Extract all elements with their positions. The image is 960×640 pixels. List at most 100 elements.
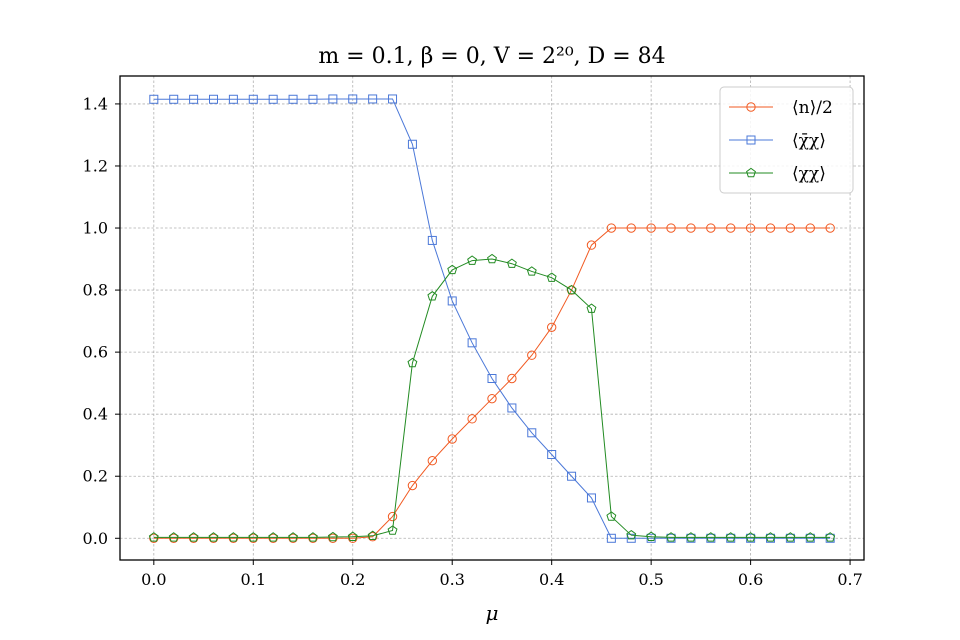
data-point bbox=[705, 532, 716, 542]
data-point bbox=[546, 272, 557, 282]
data-point bbox=[586, 493, 596, 503]
data-point bbox=[527, 428, 537, 438]
data-point bbox=[507, 403, 517, 413]
data-point bbox=[706, 223, 716, 233]
data-point bbox=[467, 338, 477, 348]
data-point bbox=[447, 434, 457, 444]
data-point bbox=[308, 532, 318, 542]
data-point bbox=[268, 94, 278, 104]
data-point bbox=[725, 532, 736, 542]
series-circle bbox=[149, 223, 835, 543]
data-point bbox=[646, 531, 657, 541]
data-point bbox=[686, 223, 696, 233]
data-point bbox=[467, 255, 478, 265]
data-point bbox=[726, 223, 736, 233]
data-point bbox=[288, 532, 299, 542]
data-point bbox=[208, 533, 219, 543]
data-point bbox=[248, 532, 259, 542]
data-point bbox=[288, 94, 298, 104]
data-point bbox=[189, 94, 199, 104]
series-line bbox=[153, 258, 831, 538]
data-point bbox=[447, 296, 457, 306]
data-point bbox=[168, 532, 179, 542]
data-point bbox=[268, 532, 279, 542]
data-point bbox=[149, 94, 159, 104]
data-point bbox=[208, 94, 218, 104]
data-point bbox=[785, 223, 796, 233]
data-point bbox=[169, 533, 179, 543]
data-point bbox=[666, 223, 676, 233]
data-point bbox=[149, 533, 159, 543]
y-tick-label: 0.4 bbox=[83, 405, 108, 424]
data-point bbox=[526, 266, 537, 276]
data-point bbox=[268, 533, 278, 543]
data-point bbox=[327, 531, 338, 542]
legend-entry: ⟨χχ⟩ bbox=[729, 164, 826, 184]
series-layer bbox=[148, 94, 836, 543]
y-tick-label: 1.2 bbox=[83, 156, 108, 175]
y-tick-label: 1.4 bbox=[83, 94, 108, 113]
x-tick-label: 0.0 bbox=[141, 570, 166, 589]
data-point bbox=[248, 94, 258, 104]
data-point bbox=[407, 139, 417, 149]
y-tick-label: 0.6 bbox=[83, 343, 108, 362]
ticks: 0.0 0.1 0.2 0.3 0.4 0.5 0.6 0.7 0.0 0.2 0.4 0.6 0.8 1… bbox=[83, 94, 863, 589]
data-point bbox=[685, 532, 696, 542]
data-point bbox=[546, 322, 557, 333]
data-point bbox=[506, 258, 517, 268]
data-point bbox=[308, 533, 318, 543]
legend-label: ⟨χ̄χ⟩ bbox=[792, 131, 826, 151]
data-point bbox=[586, 303, 597, 313]
y-tick-label: 0.0 bbox=[83, 529, 108, 548]
data-point bbox=[666, 532, 676, 542]
series-line bbox=[153, 98, 831, 539]
data-point bbox=[427, 291, 438, 301]
legend-marker bbox=[746, 135, 756, 145]
data-point bbox=[348, 533, 358, 543]
legend: ⟨n⟩/2 ⟨χ̄χ⟩ ⟨χχ⟩ bbox=[719, 86, 854, 194]
data-point bbox=[487, 253, 497, 264]
data-point bbox=[228, 94, 238, 104]
data-point bbox=[347, 531, 358, 541]
data-point bbox=[547, 450, 557, 460]
data-point bbox=[626, 529, 637, 540]
data-point bbox=[387, 511, 398, 522]
plot-frame bbox=[119, 75, 865, 561]
data-point bbox=[745, 223, 756, 233]
legend-marker bbox=[746, 167, 756, 178]
data-point bbox=[367, 530, 378, 541]
data-point bbox=[567, 471, 577, 481]
x-tick-label: 0.6 bbox=[738, 570, 763, 589]
data-point bbox=[328, 533, 338, 543]
y-tick-label: 0.8 bbox=[83, 281, 108, 300]
data-point bbox=[805, 223, 815, 233]
data-point bbox=[566, 284, 577, 295]
data-point bbox=[169, 94, 179, 104]
series-pentagon bbox=[148, 253, 836, 542]
data-point bbox=[447, 264, 458, 275]
data-point bbox=[606, 223, 617, 233]
data-point bbox=[348, 94, 358, 104]
legend-box bbox=[719, 86, 854, 194]
series-line bbox=[153, 227, 831, 539]
data-point bbox=[825, 532, 836, 542]
x-tick-label: 0.7 bbox=[837, 570, 862, 589]
data-point bbox=[288, 533, 298, 543]
x-tick-label: 0.5 bbox=[638, 570, 663, 589]
data-point bbox=[745, 532, 756, 542]
data-point bbox=[487, 374, 497, 383]
data-point bbox=[148, 532, 159, 542]
data-point bbox=[765, 532, 776, 542]
data-point bbox=[646, 223, 656, 233]
data-point bbox=[388, 94, 398, 104]
data-point bbox=[646, 533, 656, 543]
data-point bbox=[228, 532, 239, 542]
data-point bbox=[228, 533, 239, 543]
data-point bbox=[208, 532, 219, 542]
data-point bbox=[387, 525, 398, 535]
data-point bbox=[487, 393, 497, 404]
x-tick-label: 0.3 bbox=[439, 570, 464, 589]
data-point bbox=[368, 94, 378, 104]
data-point bbox=[427, 456, 438, 466]
